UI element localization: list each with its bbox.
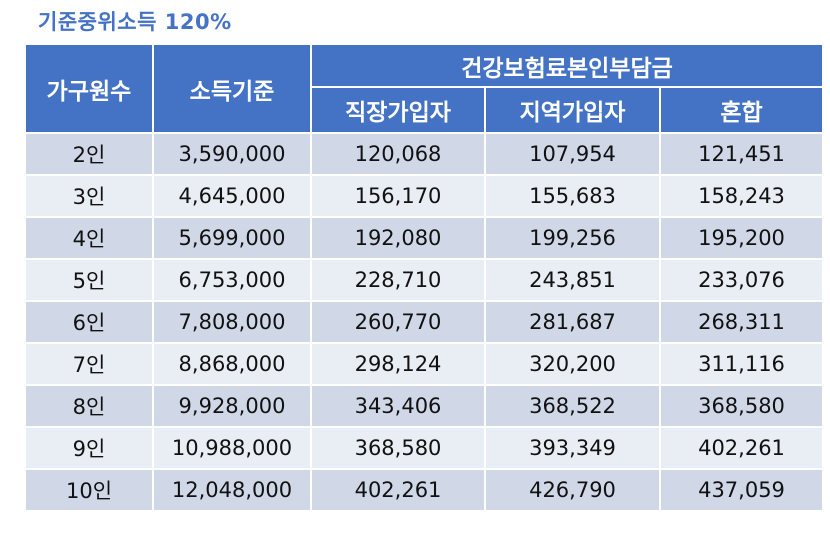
cell-regional: 393,349 <box>484 426 661 470</box>
header-employee: 직장가입자 <box>310 86 486 134</box>
table-row: 5인 6,753,000 228,710 243,851 233,076 <box>24 258 824 302</box>
cell-mixed: 121,451 <box>659 132 824 176</box>
cell-income: 5,699,000 <box>152 216 312 260</box>
cell-regional: 426,790 <box>484 468 661 512</box>
cell-household: 10인 <box>24 468 154 512</box>
table-row: 4인 5,699,000 192,080 199,256 195,200 <box>24 216 824 260</box>
cell-income: 3,590,000 <box>152 132 312 176</box>
cell-income: 4,645,000 <box>152 174 312 218</box>
table-row: 3인 4,645,000 156,170 155,683 158,243 <box>24 174 824 218</box>
table-row: 8인 9,928,000 343,406 368,522 368,580 <box>24 384 824 428</box>
table-row: 6인 7,808,000 260,770 281,687 268,311 <box>24 300 824 344</box>
cell-employee: 368,580 <box>310 426 486 470</box>
table-row: 9인 10,988,000 368,580 393,349 402,261 <box>24 426 824 470</box>
cell-employee: 228,710 <box>310 258 486 302</box>
cell-income: 10,988,000 <box>152 426 312 470</box>
cell-mixed: 368,580 <box>659 384 824 428</box>
cell-mixed: 233,076 <box>659 258 824 302</box>
cell-mixed: 158,243 <box>659 174 824 218</box>
cell-household: 2인 <box>24 132 154 176</box>
cell-household: 6인 <box>24 300 154 344</box>
cell-income: 12,048,000 <box>152 468 312 512</box>
cell-regional: 281,687 <box>484 300 661 344</box>
cell-regional: 368,522 <box>484 384 661 428</box>
page-title: 기준중위소득 120% <box>38 10 232 34</box>
cell-mixed: 268,311 <box>659 300 824 344</box>
cell-income: 6,753,000 <box>152 258 312 302</box>
header-premium-group: 건강보험료본인부담금 <box>310 43 824 88</box>
cell-regional: 320,200 <box>484 342 661 386</box>
cell-regional: 107,954 <box>484 132 661 176</box>
cell-household: 3인 <box>24 174 154 218</box>
cell-mixed: 437,059 <box>659 468 824 512</box>
cell-mixed: 195,200 <box>659 216 824 260</box>
cell-household: 4인 <box>24 216 154 260</box>
cell-regional: 155,683 <box>484 174 661 218</box>
header-household: 가구원수 <box>24 43 154 134</box>
cell-income: 8,868,000 <box>152 342 312 386</box>
cell-mixed: 402,261 <box>659 426 824 470</box>
premium-table: 가구원수 소득기준 건강보험료본인부담금 직장가입자 지역가입자 혼합 2인 3… <box>24 43 824 512</box>
cell-employee: 343,406 <box>310 384 486 428</box>
cell-mixed: 311,116 <box>659 342 824 386</box>
header-income: 소득기준 <box>152 43 312 134</box>
header-mixed: 혼합 <box>659 86 824 134</box>
cell-income: 7,808,000 <box>152 300 312 344</box>
cell-employee: 192,080 <box>310 216 486 260</box>
table-row: 10인 12,048,000 402,261 426,790 437,059 <box>24 468 824 512</box>
cell-employee: 120,068 <box>310 132 486 176</box>
cell-household: 9인 <box>24 426 154 470</box>
cell-employee: 298,124 <box>310 342 486 386</box>
cell-income: 9,928,000 <box>152 384 312 428</box>
table-row: 7인 8,868,000 298,124 320,200 311,116 <box>24 342 824 386</box>
cell-regional: 243,851 <box>484 258 661 302</box>
cell-employee: 260,770 <box>310 300 486 344</box>
cell-household: 5인 <box>24 258 154 302</box>
cell-employee: 402,261 <box>310 468 486 512</box>
cell-household: 8인 <box>24 384 154 428</box>
table-row: 2인 3,590,000 120,068 107,954 121,451 <box>24 132 824 176</box>
header-regional: 지역가입자 <box>484 86 661 134</box>
cell-household: 7인 <box>24 342 154 386</box>
cell-regional: 199,256 <box>484 216 661 260</box>
cell-employee: 156,170 <box>310 174 486 218</box>
